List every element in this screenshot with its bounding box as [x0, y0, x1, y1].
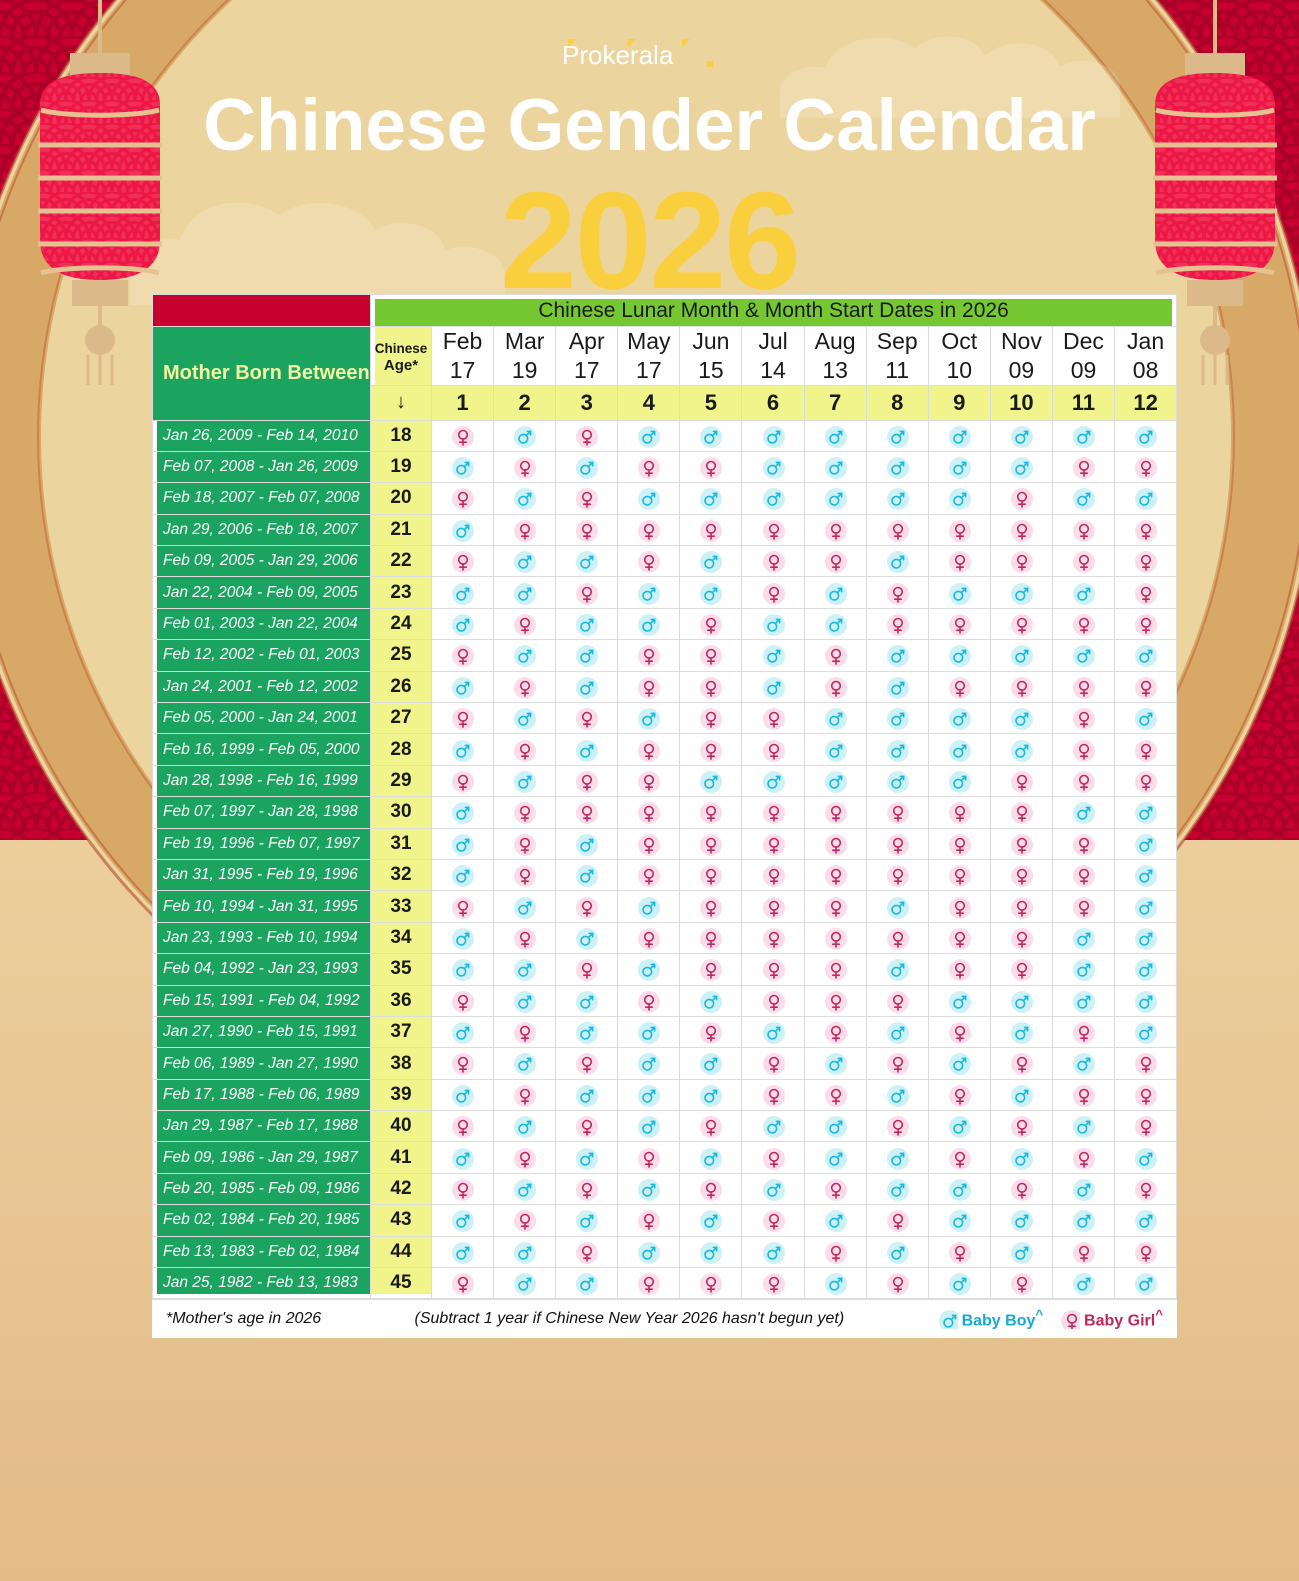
svg-text:Prokerala: Prokerala [562, 40, 674, 70]
